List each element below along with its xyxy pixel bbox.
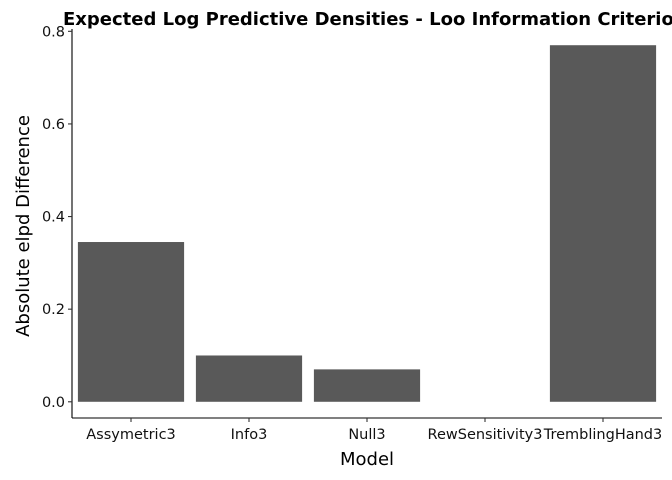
x-tick-label: TremblingHand3 <box>543 427 662 443</box>
x-axis-title: Model <box>340 449 394 470</box>
chart-title: Expected Log Predictive Densities - Loo … <box>63 9 672 30</box>
y-tick-label: 0.0 <box>42 395 65 411</box>
x-tick-label: Null3 <box>348 427 385 443</box>
y-axis-ticks: 0.0 0.2 0.4 0.6 0.8 <box>42 24 72 411</box>
x-tick-label: Assymetric3 <box>86 427 176 443</box>
x-tick-label: RewSensitivity3 <box>428 427 543 443</box>
y-tick-label: 0.4 <box>42 210 65 226</box>
y-tick-label: 0.8 <box>42 24 65 40</box>
bar-assymetric3 <box>77 242 185 402</box>
bar-series <box>77 45 657 402</box>
bar-tremblinghand3 <box>549 45 657 402</box>
y-tick-label: 0.6 <box>42 117 65 133</box>
x-axis-ticks: Assymetric3 Info3 Null3 RewSensitivity3 Trem… <box>86 418 662 443</box>
bar-null3 <box>313 369 421 402</box>
y-axis-title: Absolute elpd Difference <box>13 115 34 337</box>
x-tick-label: Info3 <box>231 427 268 443</box>
bar-info3 <box>195 355 303 402</box>
y-tick-label: 0.2 <box>42 302 65 318</box>
